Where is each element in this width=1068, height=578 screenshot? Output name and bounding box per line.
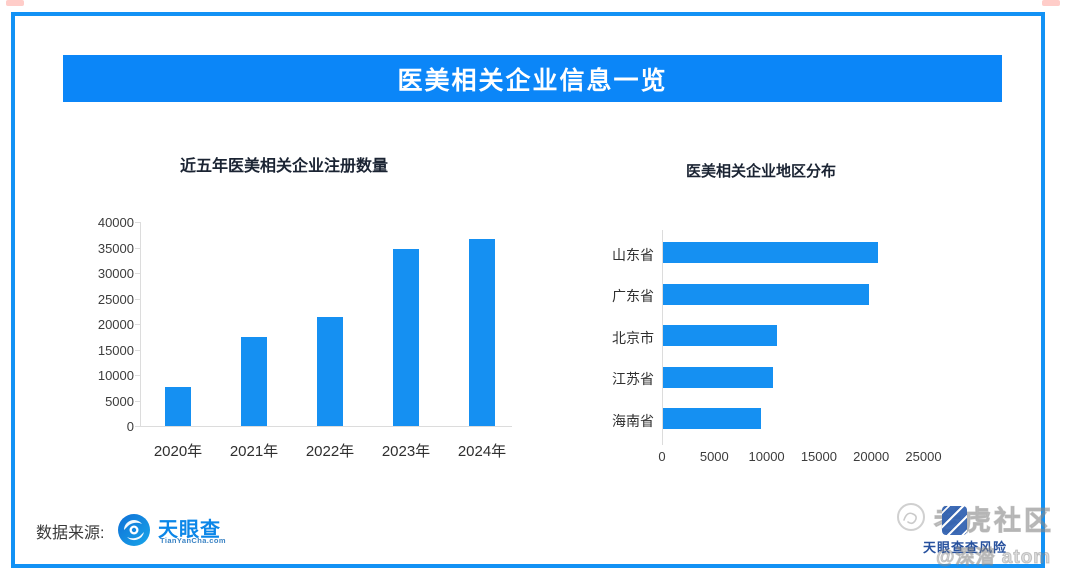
y-tick <box>135 349 140 351</box>
tianyancha-logo-name: 天眼查 <box>158 519 221 541</box>
x-tick-label: 0 <box>658 449 666 464</box>
region-label: 海南省 <box>612 412 654 429</box>
x-tick-label: 25000 <box>905 449 942 464</box>
y-tick-label: 30000 <box>97 266 134 281</box>
year-label: 2023年 <box>381 443 431 460</box>
left-chart-y-axis <box>140 222 141 426</box>
right-chart-title: 医美相关企业地区分布 <box>686 163 837 180</box>
year-label: 2022年 <box>305 443 355 460</box>
region-label: 山东省 <box>612 246 654 263</box>
red-corner-mark-right <box>1042 0 1060 6</box>
y-tick <box>135 273 140 274</box>
page-title: 医美相关企业信息一览 <box>397 66 668 95</box>
x-tick-label: 15000 <box>800 449 837 464</box>
year-label: 2024年 <box>457 443 507 460</box>
region-label: 北京市 <box>612 329 654 346</box>
registrations-bar <box>317 317 343 426</box>
left-chart-title: 近五年医美相关企业注册数量 <box>180 158 389 175</box>
y-tick-label: 0 <box>126 419 134 434</box>
x-tick-label: 10000 <box>748 449 785 464</box>
red-corner-mark-left <box>6 0 24 6</box>
y-tick-label: 5000 <box>105 393 134 409</box>
y-tick-label: 35000 <box>97 240 134 256</box>
left-chart-x-axis <box>140 426 512 427</box>
registrations-bar <box>165 386 191 426</box>
region-bar <box>663 283 870 305</box>
tianyancha-logo-icon <box>116 512 152 548</box>
region-label: 广东省 <box>612 288 654 304</box>
page-title-banner: 医美相关企业信息一览 <box>63 55 1002 102</box>
registrations-bar <box>393 249 419 426</box>
x-tick-label: 20000 <box>853 449 890 464</box>
registrations-bar <box>241 337 267 426</box>
tianyancha-logo-url: TianYanCha.com <box>160 536 226 545</box>
y-tick <box>135 247 140 249</box>
y-tick-label: 15000 <box>97 342 134 358</box>
region-bar <box>663 408 762 429</box>
y-tick <box>135 222 140 223</box>
y-tick <box>135 426 140 427</box>
right-chart-y-axis <box>662 230 663 445</box>
year-label: 2020年 <box>153 443 203 460</box>
y-tick <box>135 400 140 402</box>
y-tick-label: 20000 <box>97 317 134 332</box>
y-tick-label: 40000 <box>97 215 134 230</box>
border-frame <box>11 12 1045 568</box>
y-tick <box>135 375 140 376</box>
region-bar <box>663 325 777 346</box>
registrations-bar <box>469 239 495 426</box>
region-label: 江苏省 <box>612 371 654 387</box>
y-tick-label: 25000 <box>97 291 134 307</box>
y-tick-label: 10000 <box>97 368 134 383</box>
year-label: 2021年 <box>229 443 279 460</box>
region-bar <box>663 366 773 388</box>
data-source-label: 数据来源: <box>36 525 105 542</box>
x-tick-label: 5000 <box>699 449 729 464</box>
y-tick <box>135 298 140 300</box>
region-bar <box>663 242 879 263</box>
y-tick <box>135 324 140 325</box>
